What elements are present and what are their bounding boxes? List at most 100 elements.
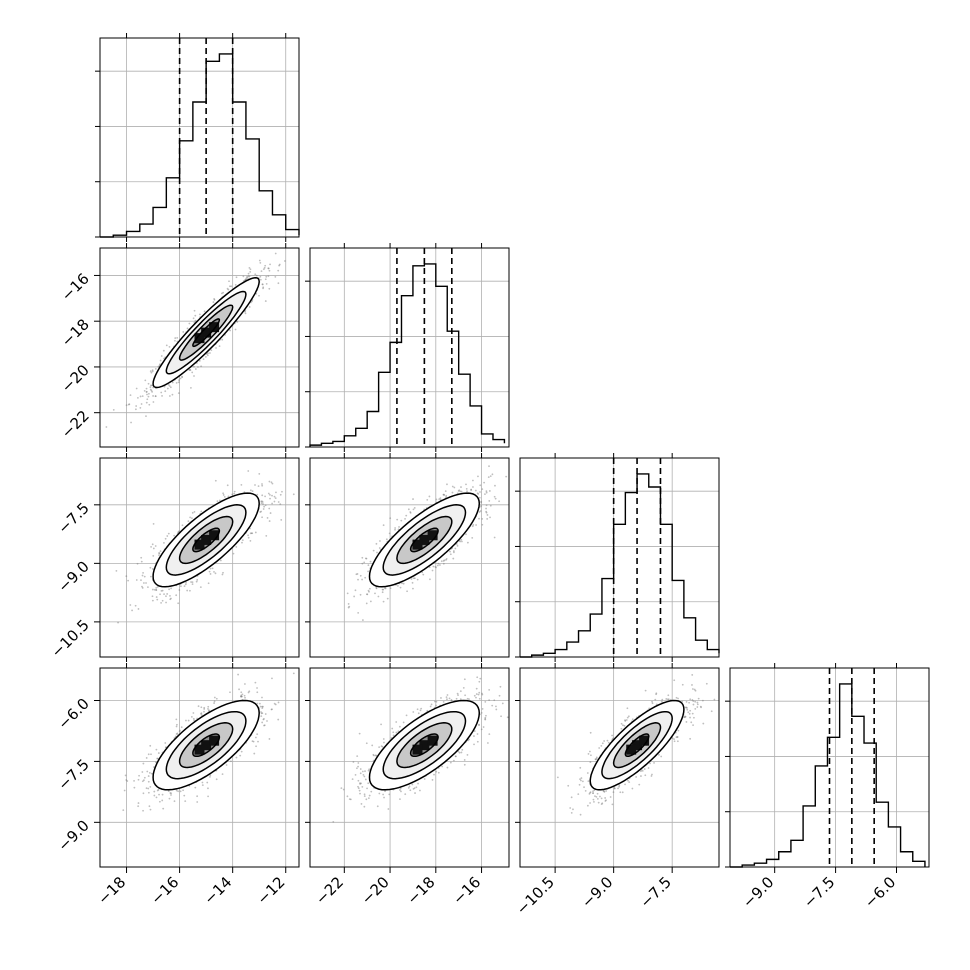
sample-point <box>139 406 142 409</box>
sample-point <box>149 808 152 811</box>
sample-point <box>162 349 165 352</box>
sample-point <box>145 582 147 584</box>
sample-point <box>472 479 474 482</box>
sample-point <box>264 504 267 507</box>
histogram-panel-3 <box>725 667 930 868</box>
sample-point <box>470 488 473 491</box>
sample-point <box>466 490 468 493</box>
sample-point <box>222 492 225 495</box>
sample-point <box>471 536 474 539</box>
sample-point <box>493 536 496 539</box>
sample-point <box>449 553 452 556</box>
sample-point <box>413 577 416 580</box>
sample-point <box>141 574 144 577</box>
sample-point <box>279 493 282 496</box>
sample-point <box>181 375 183 378</box>
sample-point <box>273 500 276 503</box>
sample-point <box>145 787 148 790</box>
sample-point <box>273 495 276 498</box>
sample-point <box>274 275 277 278</box>
sample-point <box>476 492 479 495</box>
sample-point <box>193 375 195 377</box>
sample-point <box>255 274 258 277</box>
sample-point <box>160 391 163 394</box>
panel-background <box>100 38 299 237</box>
sample-point <box>261 483 263 485</box>
density-peak <box>201 327 212 338</box>
sample-point <box>479 510 482 512</box>
sample-point <box>362 619 364 621</box>
sample-point <box>254 531 257 534</box>
sample-point <box>487 476 490 479</box>
sample-point <box>125 404 128 407</box>
sample-point <box>505 475 508 478</box>
panel-frame <box>309 247 510 448</box>
sample-point <box>446 483 448 486</box>
sample-point <box>379 540 381 542</box>
sample-point <box>494 484 496 487</box>
sample-point <box>159 550 162 553</box>
sample-point <box>156 598 159 601</box>
sample-point <box>170 587 172 590</box>
sample-point <box>388 532 391 535</box>
sample-point <box>168 345 171 348</box>
sample-point <box>280 519 283 521</box>
sample-point <box>426 498 429 501</box>
sample-point <box>195 580 198 583</box>
sample-point <box>369 560 372 563</box>
sample-point <box>268 480 271 483</box>
panel-content <box>122 672 295 812</box>
sample-point <box>186 327 189 330</box>
sample-point <box>125 575 128 578</box>
sample-point <box>140 560 143 563</box>
sample-point <box>147 775 150 777</box>
sample-point <box>445 494 448 497</box>
sample-point <box>168 385 171 387</box>
sample-point <box>230 760 232 763</box>
sample-point <box>483 481 486 484</box>
sample-point <box>443 494 446 496</box>
sample-point <box>152 547 155 550</box>
sample-point <box>147 395 150 398</box>
sample-point <box>151 599 154 602</box>
sample-point <box>137 396 139 399</box>
sample-point <box>115 569 118 572</box>
sample-point <box>145 387 148 390</box>
sample-point <box>211 567 214 570</box>
contour-line <box>409 527 439 553</box>
sample-point <box>471 525 474 528</box>
sample-point <box>145 401 148 404</box>
sample-point <box>131 609 133 612</box>
sample-point <box>241 541 243 544</box>
sample-point <box>222 291 225 294</box>
sample-point <box>200 510 203 513</box>
sample-point <box>416 578 419 581</box>
sample-point <box>347 603 350 605</box>
sample-point <box>218 499 221 502</box>
contour-line <box>152 276 260 389</box>
sample-point <box>269 263 271 266</box>
panel-content <box>105 252 286 428</box>
sample-point <box>394 527 397 529</box>
sample-point <box>247 470 250 472</box>
histogram-panel-2 <box>515 457 720 658</box>
panel-background <box>730 668 929 867</box>
sample-point <box>149 384 152 387</box>
sample-point <box>244 310 246 313</box>
sample-point <box>190 517 193 520</box>
sample-point <box>251 300 253 303</box>
sample-point <box>139 395 142 398</box>
sample-point <box>249 539 252 542</box>
sample-point <box>274 252 277 255</box>
sample-point <box>182 331 185 333</box>
sample-point <box>190 581 192 583</box>
sample-point <box>173 534 176 537</box>
sample-point <box>277 501 280 503</box>
sample-point <box>194 319 197 322</box>
panel-frame <box>99 37 300 238</box>
sample-point <box>429 578 431 581</box>
sample-point <box>271 482 274 485</box>
sample-point <box>165 601 167 604</box>
sample-point <box>488 500 491 502</box>
sample-point <box>140 556 143 559</box>
